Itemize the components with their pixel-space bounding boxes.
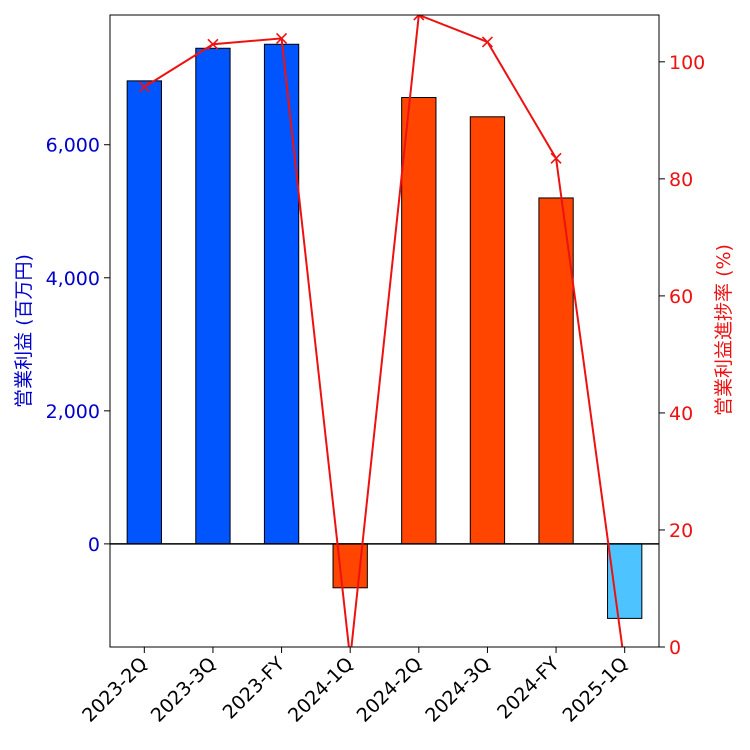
- bar-2024-3Q: [469, 116, 506, 545]
- right-axis: 0 20 40 60 80 100: [659, 52, 705, 659]
- bar-2024-2Q: [401, 96, 437, 545]
- x-tick-label: 2023-2Q: [78, 653, 152, 727]
- progress-marker-2023-2Q: [138, 81, 150, 93]
- progress-line: [143, 15, 624, 647]
- right-tick-label: 60: [669, 286, 693, 308]
- x-tick-label: 2025-1Q: [558, 653, 632, 727]
- progress-line-layer: [138, 15, 624, 647]
- plot-frame: [109, 14, 660, 648]
- left-axis: 0 2,000 4,000 6,000: [46, 135, 110, 556]
- x-tick-label: 2023-3Q: [147, 653, 221, 727]
- right-tick-label: 0: [669, 637, 681, 659]
- left-tick-label: 4,000: [46, 268, 100, 290]
- right-tick-label: 20: [669, 520, 693, 542]
- left-tick-label: 0: [88, 534, 100, 556]
- bar-2023-FY: [263, 43, 300, 545]
- right-tick-label: 80: [669, 169, 693, 191]
- x-tick-label: 2024-FY: [493, 653, 564, 724]
- progress-marker-2024-2Q: [413, 15, 425, 21]
- x-tick-label: 2023-FY: [219, 653, 290, 724]
- progress-marker-2024-FY: [550, 152, 562, 164]
- x-axis: 2023-2Q2023-3Q2023-FY2024-1Q2024-2Q2024-…: [78, 647, 632, 727]
- progress-marker-2024-3Q: [481, 36, 494, 48]
- y2-axis-label: 営業利益進捗率 (%): [713, 244, 735, 416]
- progress-marker-2023-3Q: [207, 38, 219, 50]
- x-tick-label: 2024-2Q: [353, 653, 427, 727]
- left-tick-label: 2,000: [46, 401, 100, 423]
- x-tick-label: 2024-1Q: [284, 653, 358, 727]
- y-axis-label: 営業利益 (百万円): [13, 254, 35, 408]
- right-tick-label: 40: [669, 403, 693, 425]
- progress-marker-2023-FY: [275, 32, 288, 44]
- x-tick-label: 2024-3Q: [421, 653, 495, 727]
- right-tick-label: 100: [669, 52, 705, 74]
- bar-2023-3Q: [195, 47, 231, 545]
- bar-2023-2Q: [126, 80, 162, 545]
- left-tick-label: 6,000: [46, 135, 100, 157]
